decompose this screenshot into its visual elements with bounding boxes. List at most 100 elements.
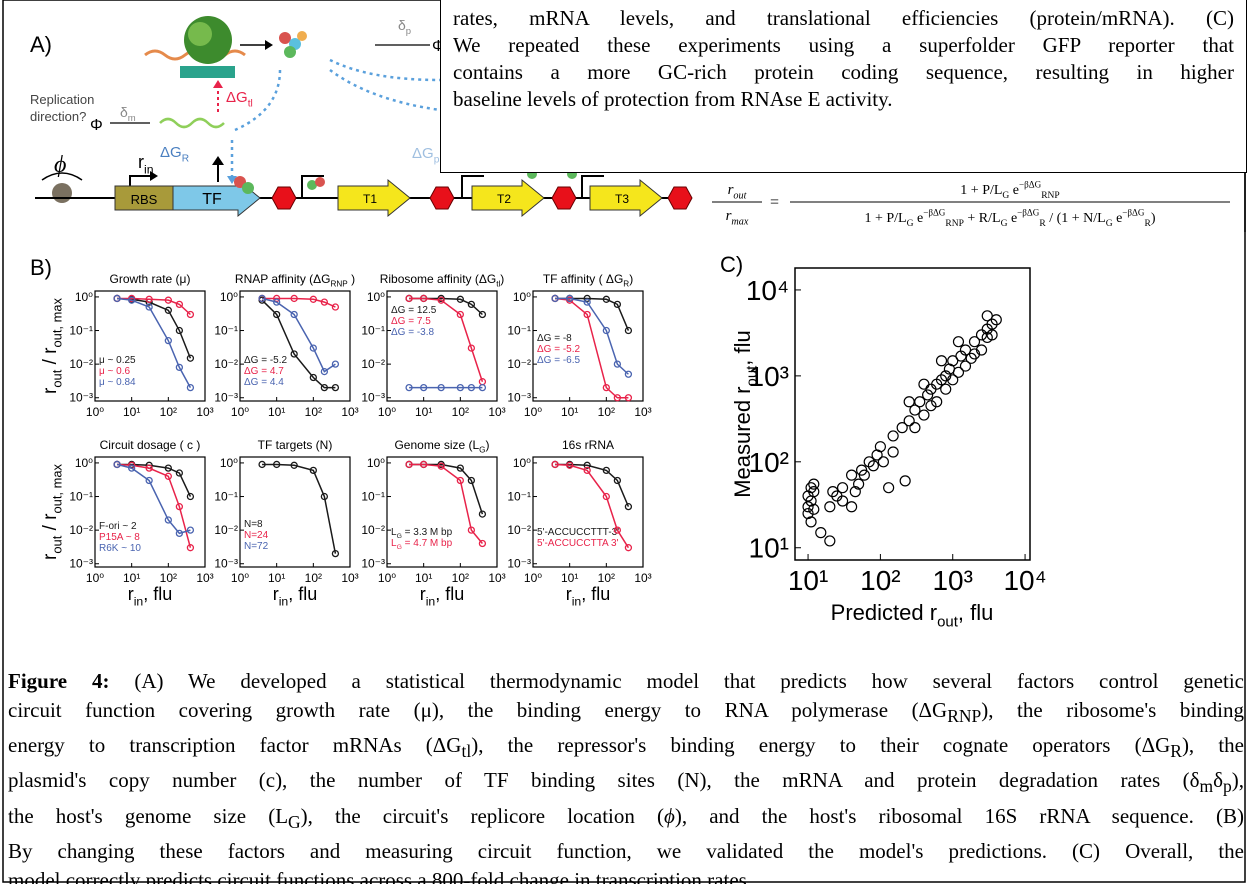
text-run: model correctly predicts circuit functio… (8, 867, 753, 884)
y-tick-label: 10⁻¹ (69, 324, 93, 338)
subscript: G (1002, 191, 1009, 201)
text-run: ΔG = 12.5 (391, 305, 437, 316)
data-point (164, 306, 172, 314)
text-run: μ ~ 0.25 (99, 355, 136, 366)
x-tick-label: 10² (598, 571, 615, 585)
data-point (331, 549, 340, 558)
data-point (309, 295, 317, 303)
data-point (602, 466, 610, 475)
data-point (175, 326, 184, 335)
data-point (467, 300, 476, 309)
subscript: tl (496, 280, 500, 289)
caption-text: (A) We developed a statistical thermodyn… (109, 669, 1244, 693)
data-point (164, 296, 172, 304)
mrna (159, 117, 225, 129)
data-point (405, 294, 413, 303)
x-tick-label: 10² (598, 405, 615, 419)
data-point (805, 516, 817, 528)
x-tick-label: 10¹ (268, 571, 285, 585)
fit-line (555, 463, 630, 507)
data-point (145, 295, 153, 303)
plot-frame (239, 290, 351, 402)
panel-title: RNAP affinity (ΔGRNP ) (235, 272, 355, 289)
axis-label: Measured rout, flu (730, 330, 761, 498)
supscript: −βΔG (1017, 208, 1040, 218)
text-run: ) (629, 272, 633, 286)
panel-label: B) (30, 255, 52, 280)
text-run: ΔG = 7.5 (391, 316, 431, 327)
x-tick-label: 10³ (634, 571, 651, 585)
terminators (271, 186, 693, 210)
data-point (808, 486, 820, 498)
data-point (947, 355, 959, 367)
text-run: ΔG = -3.8 (391, 327, 435, 338)
subscript: in (134, 594, 144, 608)
data-point (899, 475, 911, 487)
data-point (290, 461, 298, 469)
text-run: Circuit dosage ( c ) (100, 438, 201, 452)
data-point (164, 516, 172, 524)
data-point (551, 294, 559, 303)
x-tick-label: 10¹ (268, 405, 285, 419)
text-run: L (391, 538, 397, 549)
subscript: G (907, 219, 914, 229)
y-tick-label: 10⁴ (746, 275, 789, 306)
text-run: ) (500, 272, 504, 286)
plot-frame (386, 456, 498, 568)
y-tick-label: 10⁻² (69, 523, 93, 537)
caption-line: Figure 4: (A) We developed a statistical… (8, 667, 1244, 696)
text-run: circuit function covering growth rate (μ… (8, 698, 948, 722)
data-point (309, 373, 317, 382)
data-point (975, 344, 988, 356)
data-point (903, 415, 915, 427)
caption-text: the host's genome size (LG), the circuit… (8, 803, 1244, 832)
data-point (583, 310, 591, 319)
data-point (164, 464, 172, 472)
y-tick-label: 10⁰ (367, 456, 385, 470)
text-run: r (40, 553, 61, 560)
panel-title: Ribosome affinity (ΔGtl) (380, 272, 505, 289)
text-run: 1 + P/L (864, 211, 906, 226)
x-tick-label: 10¹ (123, 571, 140, 585)
ribosome-base (180, 66, 235, 78)
data-point (824, 535, 836, 547)
subscript: p (406, 26, 411, 37)
gene-label: T1 (363, 192, 377, 206)
text-run: ), the (1181, 733, 1244, 758)
data-point (613, 394, 622, 402)
italic-text: ϕ (663, 803, 675, 828)
subscript: out (937, 614, 959, 631)
arrow-head (265, 40, 273, 50)
subscript: tl (461, 741, 472, 762)
supscript: −βΔG (923, 208, 946, 218)
y-tick-label: 10⁻³ (507, 391, 531, 405)
data-point (613, 300, 622, 309)
schematic (35, 16, 1230, 218)
axis-label: rin, flu (273, 584, 318, 608)
subscript: out (50, 535, 65, 553)
data-point (624, 544, 633, 552)
data-point (602, 383, 610, 392)
text-run: 5'-ACCUCCTTT-3' (537, 527, 619, 538)
legend-entry: F-ori ~ 2 (99, 521, 137, 532)
y-tick-label: 10⁻³ (214, 557, 238, 571)
data-point (968, 336, 981, 348)
y-tick-label: 10⁻¹ (361, 490, 385, 504)
x-tick-label: 10¹ (788, 565, 828, 596)
x-tick-label: 10¹ (415, 405, 432, 419)
axis-label: rin, flu (128, 584, 173, 608)
text-run: e (1007, 211, 1017, 226)
subscript: out (744, 365, 761, 387)
data-point (624, 394, 633, 402)
text-run: (A) We developed a statistical thermodyn… (109, 669, 1244, 693)
data-point (887, 446, 899, 458)
t3-gene (589, 178, 663, 218)
text-run: N=8 (244, 519, 263, 530)
y-tick-label: 10⁰ (220, 456, 238, 470)
data-point (309, 466, 317, 475)
y-tick-label: 10⁻¹ (214, 324, 238, 338)
text-run: Growth rate (μ) (110, 272, 191, 286)
plot-frame (239, 456, 351, 568)
